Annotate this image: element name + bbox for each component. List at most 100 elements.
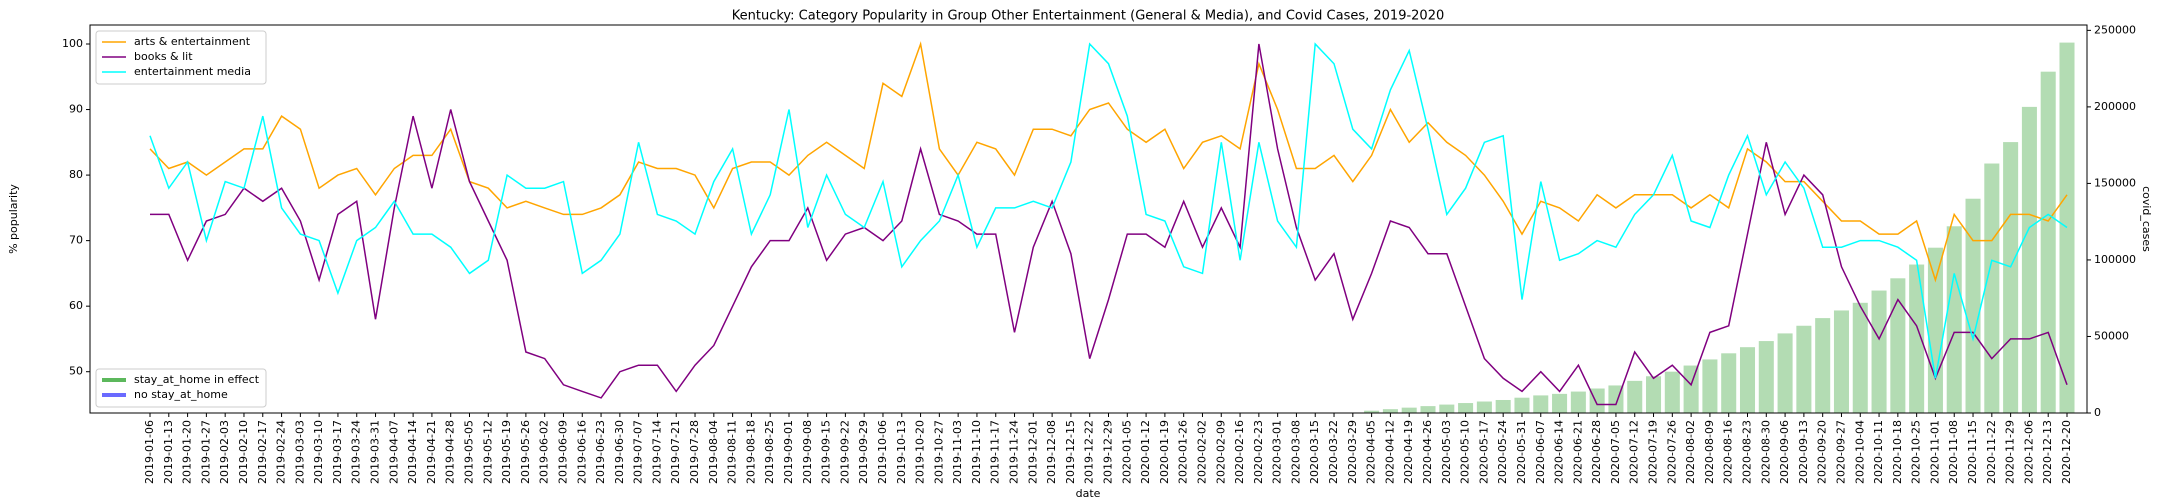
x-tick-label: 2019-09-01 bbox=[782, 420, 795, 484]
y-tick-label: 70 bbox=[69, 234, 83, 247]
x-tick-label: 2019-12-08 bbox=[1045, 420, 1058, 484]
x-tick-label: 2020-08-23 bbox=[1741, 420, 1754, 484]
x-tick-label: 2019-02-24 bbox=[275, 420, 288, 484]
x-tick-label: 2020-05-03 bbox=[1440, 420, 1453, 484]
x-tick-label: 2020-05-10 bbox=[1459, 420, 1472, 484]
x-tick-label: 2020-09-13 bbox=[1797, 420, 1810, 484]
x-tick-label: 2019-11-24 bbox=[1008, 420, 1021, 484]
x-tick-label: 2020-10-18 bbox=[1891, 420, 1904, 484]
y2-tick-label: 250000 bbox=[2094, 23, 2136, 36]
x-tick-label: 2020-01-12 bbox=[1139, 420, 1152, 484]
x-tick-label: 2020-02-09 bbox=[1214, 420, 1227, 484]
x-tick-label: 2020-07-05 bbox=[1609, 420, 1622, 484]
bar bbox=[1777, 333, 1793, 413]
series-line bbox=[149, 42, 2068, 379]
bar bbox=[1721, 353, 1737, 413]
x-tick-label: 2020-10-04 bbox=[1853, 420, 1866, 484]
x-tick-label: 2019-05-05 bbox=[463, 420, 476, 484]
x-tick-label: 2020-11-29 bbox=[2004, 420, 2017, 484]
x-tick-label: 2020-10-25 bbox=[1910, 420, 1923, 484]
x-tick-label: 2019-08-18 bbox=[744, 420, 757, 484]
x-tick-label: 2019-08-04 bbox=[707, 420, 720, 484]
x-tick-label: 2020-08-30 bbox=[1759, 420, 1772, 484]
bar bbox=[1871, 290, 1887, 413]
x-tick-label: 2019-03-24 bbox=[350, 420, 363, 484]
x-tick-label: 2020-08-02 bbox=[1684, 420, 1697, 484]
x-tick-label: 2019-12-22 bbox=[1083, 420, 1096, 484]
bar bbox=[1909, 264, 1925, 413]
x-tick-label: 2019-01-06 bbox=[143, 420, 156, 484]
y-tick-label: 60 bbox=[69, 299, 83, 312]
y2-tick-label: 50000 bbox=[2094, 329, 2129, 342]
y-tick-label: 80 bbox=[69, 168, 83, 181]
x-tick-label: 2020-03-22 bbox=[1327, 420, 1340, 484]
bar bbox=[1514, 397, 1530, 413]
x-tick-label: 2019-08-11 bbox=[726, 420, 739, 484]
plot-frame bbox=[89, 24, 2088, 414]
x-tick-label: 2020-11-01 bbox=[1928, 420, 1941, 484]
x-tick-label: 2019-10-27 bbox=[932, 420, 945, 484]
x-tick-label: 2020-12-20 bbox=[2060, 420, 2073, 484]
x-tick-label: 2019-12-01 bbox=[1026, 420, 1039, 484]
x-tick-label: 2019-07-21 bbox=[669, 420, 682, 484]
x-tick-label: 2020-05-17 bbox=[1477, 420, 1490, 484]
x-tick-label: 2020-12-13 bbox=[2041, 420, 2054, 484]
x-tick-label: 2019-12-29 bbox=[1102, 420, 1115, 484]
x-tick-label: 2019-09-08 bbox=[801, 420, 814, 484]
x-tick-label: 2020-03-15 bbox=[1308, 420, 1321, 484]
x-tick-label: 2019-11-03 bbox=[951, 420, 964, 484]
x-tick-label: 2020-04-05 bbox=[1365, 420, 1378, 484]
x-tick-label: 2019-04-14 bbox=[406, 420, 419, 484]
x-tick-label: 2019-09-22 bbox=[838, 420, 851, 484]
bar bbox=[2040, 71, 2056, 414]
x-tick-label: 2020-03-01 bbox=[1271, 420, 1284, 484]
x-tick-label: 2020-03-29 bbox=[1346, 420, 1359, 484]
legend-label: stay_at_home in effect bbox=[134, 373, 260, 386]
x-tick-label: 2019-10-20 bbox=[914, 420, 927, 484]
x-tick-label: 2019-11-10 bbox=[970, 420, 983, 484]
x-tick-label: 2019-09-15 bbox=[820, 420, 833, 484]
x-tick-label: 2020-04-26 bbox=[1421, 420, 1434, 484]
bar bbox=[1458, 403, 1474, 413]
x-tick-label: 2019-03-17 bbox=[331, 420, 344, 484]
x-axis-label: date bbox=[1076, 487, 1101, 500]
x-tick-label: 2019-05-12 bbox=[481, 420, 494, 484]
x-tick-label: 2020-09-20 bbox=[1816, 420, 1829, 484]
legend-box bbox=[95, 368, 267, 408]
x-tick-label: 2019-12-15 bbox=[1064, 420, 1077, 484]
x-tick-label: 2019-02-10 bbox=[237, 420, 250, 484]
series-line bbox=[150, 43, 2068, 406]
y-tick-label: 90 bbox=[69, 103, 83, 116]
y-tick-label: 100 bbox=[62, 37, 83, 50]
bar bbox=[1589, 388, 1605, 413]
x-tick-label: 2020-01-05 bbox=[1120, 420, 1133, 484]
x-tick-label: 2020-01-19 bbox=[1158, 420, 1171, 484]
x-tick-label: 2020-02-02 bbox=[1195, 420, 1208, 484]
x-tick-label: 2020-11-22 bbox=[1985, 420, 1998, 484]
bar bbox=[1984, 163, 2000, 413]
x-tick-label: 2019-04-21 bbox=[425, 420, 438, 484]
y2-tick-label: 150000 bbox=[2094, 176, 2136, 189]
y2-tick-label: 100000 bbox=[2094, 253, 2136, 266]
x-tick-label: 2020-02-23 bbox=[1252, 420, 1265, 484]
x-tick-label: 2020-07-12 bbox=[1628, 420, 1641, 484]
x-tick-label: 2020-06-14 bbox=[1553, 420, 1566, 484]
x-tick-label: 2020-01-26 bbox=[1177, 420, 1190, 484]
legend-label: books & lit bbox=[134, 50, 193, 63]
legend-label: entertainment media bbox=[134, 65, 251, 78]
bar bbox=[1815, 318, 1831, 413]
bar bbox=[1946, 226, 1962, 413]
bar bbox=[1570, 391, 1586, 413]
x-tick-label: 2019-04-07 bbox=[387, 420, 400, 484]
x-tick-label: 2020-04-12 bbox=[1383, 420, 1396, 484]
x-tick-label: 2019-03-03 bbox=[293, 420, 306, 484]
bar bbox=[1646, 376, 1662, 413]
x-tick-label: 2020-12-06 bbox=[2022, 420, 2035, 484]
x-tick-label: 2019-10-06 bbox=[876, 420, 889, 484]
x-tick-label: 2019-02-03 bbox=[218, 420, 231, 484]
x-tick-label: 2019-04-28 bbox=[444, 420, 457, 484]
x-tick-label: 2019-07-14 bbox=[650, 420, 663, 484]
legend-label: arts & entertainment bbox=[134, 35, 251, 48]
x-tick-label: 2019-05-19 bbox=[500, 420, 513, 484]
